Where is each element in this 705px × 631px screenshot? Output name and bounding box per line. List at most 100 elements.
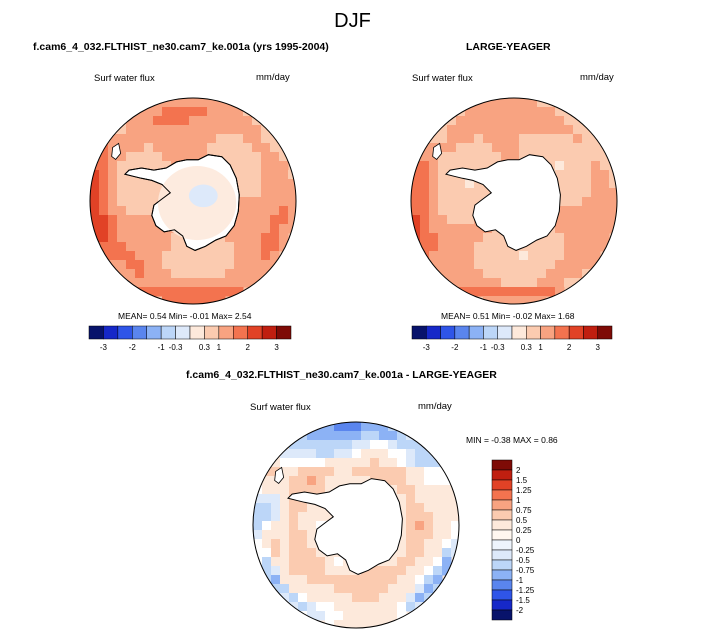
model-map-cell — [234, 251, 244, 261]
diff-map-cell — [442, 476, 452, 486]
obs-map-cell — [600, 233, 610, 243]
model-map-cell — [117, 170, 127, 180]
model-map-cell — [99, 170, 109, 180]
obs-map-cell — [447, 125, 457, 135]
obs-map-cell — [537, 251, 547, 261]
obs-map-cell — [519, 278, 529, 288]
obs-map-cell — [438, 215, 448, 225]
obs-map-cell — [609, 188, 617, 198]
diff-map-cell — [307, 476, 317, 486]
diff-map-cell — [397, 476, 407, 486]
model-map-cell — [153, 224, 163, 234]
model-map-cell — [225, 287, 235, 297]
diff-colorbar-tick-label: -1.5 — [516, 596, 530, 605]
obs-map-cell — [447, 179, 457, 189]
diff-map-cell — [343, 620, 353, 628]
diff-map-cell — [388, 431, 398, 441]
diff-map-cell — [379, 449, 389, 459]
model-map-cell — [234, 179, 244, 189]
obs-map-cell — [483, 161, 493, 171]
model-map-cell — [198, 116, 208, 126]
diff-map-cell — [352, 611, 362, 621]
diff-colorbar-swatch — [491, 559, 513, 571]
model-map-cell — [153, 134, 163, 144]
obs-map-cell — [564, 170, 574, 180]
obs-map-cell — [474, 269, 484, 279]
diff-map-cell — [307, 467, 317, 477]
diff-map-cell — [370, 431, 380, 441]
model-map-cell — [207, 134, 217, 144]
obs-colorbar-swatch — [597, 325, 613, 340]
obs-map-cell — [456, 278, 466, 288]
obs-map-cell — [483, 296, 493, 304]
diff-map-cell — [316, 476, 326, 486]
model-map-cell — [162, 287, 172, 297]
diff-map-cell — [271, 557, 281, 567]
diff-map-cell — [316, 485, 326, 495]
diff-map-cell — [271, 584, 281, 594]
model-map-cell — [279, 242, 289, 252]
diff-map-cell — [442, 557, 452, 567]
diff-map-cell — [325, 593, 335, 603]
obs-map-cell — [447, 161, 457, 171]
model-title: f.cam6_4_032.FLTHIST_ne30.cam7_ke.001a (… — [33, 41, 329, 53]
diff-map-cell — [334, 449, 344, 459]
diff-map-cell — [370, 566, 380, 576]
diff-map-cell — [307, 440, 317, 450]
diff-map-cell — [451, 512, 459, 522]
obs-colorbar-tick-label: 1 — [538, 343, 543, 352]
diff-map-cell — [298, 602, 308, 612]
obs-left-label: Surf water flux — [412, 73, 473, 84]
obs-map-cell — [420, 188, 430, 198]
diff-map-cell — [289, 530, 299, 540]
model-map-cell — [153, 107, 163, 117]
obs-map-cell — [555, 143, 565, 153]
diff-map-cell — [280, 548, 290, 558]
obs-map-cell — [456, 152, 466, 162]
diff-map-cell — [424, 476, 434, 486]
obs-map-cell — [555, 125, 565, 135]
diff-colorbar-tick-label: 0 — [516, 536, 521, 545]
obs-map-cell — [510, 116, 520, 126]
model-map-cell — [126, 152, 136, 162]
diff-map-cell — [433, 503, 443, 513]
model-map-cell — [99, 206, 109, 216]
model-map-cell — [216, 269, 226, 279]
obs-map-cell — [519, 107, 529, 117]
diff-map-cell — [262, 548, 272, 558]
diff-map-cell — [379, 584, 389, 594]
obs-map-cell — [564, 242, 574, 252]
diff-colorbar-tick-label: 0.5 — [516, 516, 528, 525]
diff-colorbar-swatch — [491, 469, 513, 481]
model-map-cell — [153, 161, 163, 171]
diff-map-cell — [361, 476, 371, 486]
obs-map-cell — [510, 143, 520, 153]
model-map-cell — [261, 152, 271, 162]
model-map-cell — [198, 125, 208, 135]
obs-map-cell — [609, 206, 617, 216]
diff-map-cell — [307, 575, 317, 585]
diff-map-cell — [433, 512, 443, 522]
diff-map-cell — [289, 566, 299, 576]
model-map-cell — [99, 224, 109, 234]
diff-map-cell — [433, 530, 443, 540]
diff-map-cell — [298, 467, 308, 477]
model-map-cell — [180, 134, 190, 144]
model-map-cell — [135, 179, 145, 189]
obs-map-cell — [492, 296, 502, 304]
diff-map-cell — [289, 584, 299, 594]
model-map-cell — [225, 116, 235, 126]
obs-map-cell — [537, 107, 547, 117]
obs-map-cell — [573, 215, 583, 225]
model-map-cell — [126, 251, 136, 261]
model-map-cell — [234, 233, 244, 243]
obs-map-cell — [447, 233, 457, 243]
diff-map-cell — [406, 575, 416, 585]
diff-map-cell — [334, 467, 344, 477]
obs-map-cell — [528, 125, 538, 135]
obs-map-cell — [465, 197, 475, 207]
obs-map-cell — [429, 224, 439, 234]
diff-colorbar-tick-label: -0.5 — [516, 556, 530, 565]
model-map-cell — [99, 197, 109, 207]
